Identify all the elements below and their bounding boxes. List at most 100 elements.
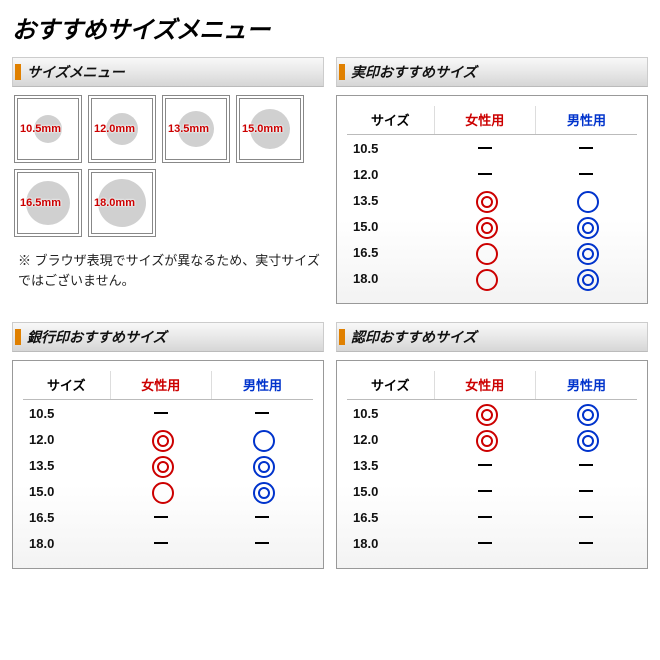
jitsuin-header: 実印おすすめサイズ xyxy=(336,57,648,87)
size-label: 10.5mm xyxy=(20,123,61,135)
jitsuin-table-wrap: サイズ 女性用 男性用 10.512.013.515.016.518.0 xyxy=(336,95,648,304)
male-cell xyxy=(536,504,638,530)
male-cell xyxy=(536,426,638,452)
size-cell: 16.5 xyxy=(23,504,110,530)
table-row: 13.5 xyxy=(23,452,313,478)
table-row: 18.0 xyxy=(347,265,637,291)
mark-single-circle-icon xyxy=(476,269,494,287)
size-cell: 12.0 xyxy=(347,161,434,187)
female-cell xyxy=(434,187,536,213)
col-male: 男性用 xyxy=(536,371,638,400)
section-title: 実印おすすめサイズ xyxy=(351,62,477,82)
size-cell: 15.0 xyxy=(347,478,434,504)
col-size: サイズ xyxy=(347,106,434,135)
size-label: 15.0mm xyxy=(242,123,283,135)
female-cell xyxy=(110,452,212,478)
size-box[interactable]: 16.5mm xyxy=(14,169,82,237)
mark-dash-icon xyxy=(476,165,494,183)
mark-double-circle-icon xyxy=(476,430,494,448)
mark-double-circle-icon xyxy=(577,243,595,261)
section-title: 銀行印おすすめサイズ xyxy=(27,327,167,347)
table-row: 12.0 xyxy=(347,426,637,452)
table-row: 12.0 xyxy=(23,426,313,452)
mark-double-circle-icon xyxy=(476,217,494,235)
table-row: 13.5 xyxy=(347,452,637,478)
mark-dash-icon xyxy=(577,508,595,526)
mark-dash-icon xyxy=(476,139,494,157)
table-row: 16.5 xyxy=(347,239,637,265)
mark-dash-icon xyxy=(253,404,271,422)
female-cell xyxy=(434,452,536,478)
accent-bar-icon xyxy=(15,329,21,345)
male-cell xyxy=(536,530,638,556)
female-cell xyxy=(110,504,212,530)
accent-bar-icon xyxy=(339,64,345,80)
size-cell: 15.0 xyxy=(23,478,110,504)
mark-dash-icon xyxy=(577,534,595,552)
col-male: 男性用 xyxy=(536,106,638,135)
table-row: 10.5 xyxy=(23,400,313,427)
size-box[interactable]: 13.5mm xyxy=(162,95,230,163)
col-size: サイズ xyxy=(23,371,110,400)
jitsuin-table: サイズ 女性用 男性用 10.512.013.515.016.518.0 xyxy=(347,106,637,291)
col-female: 女性用 xyxy=(434,371,536,400)
size-box[interactable]: 18.0mm xyxy=(88,169,156,237)
size-label: 12.0mm xyxy=(94,123,135,135)
size-cell: 10.5 xyxy=(23,400,110,427)
mitomein-header: 認印おすすめサイズ xyxy=(336,322,648,352)
female-cell xyxy=(434,530,536,556)
size-cell: 15.0 xyxy=(347,213,434,239)
size-box[interactable]: 12.0mm xyxy=(88,95,156,163)
mark-double-circle-icon xyxy=(152,430,170,448)
table-row: 15.0 xyxy=(347,478,637,504)
male-cell xyxy=(212,478,314,504)
male-cell xyxy=(536,478,638,504)
size-cell: 13.5 xyxy=(347,187,434,213)
table-row: 18.0 xyxy=(347,530,637,556)
size-box[interactable]: 10.5mm xyxy=(14,95,82,163)
size-cell: 10.5 xyxy=(347,400,434,427)
mark-dash-icon xyxy=(152,508,170,526)
mark-dash-icon xyxy=(152,534,170,552)
col-female: 女性用 xyxy=(434,106,536,135)
mark-dash-icon xyxy=(152,404,170,422)
female-cell xyxy=(110,530,212,556)
col-female: 女性用 xyxy=(110,371,212,400)
size-box[interactable]: 15.0mm xyxy=(236,95,304,163)
mark-double-circle-icon xyxy=(577,217,595,235)
size-cell: 18.0 xyxy=(347,265,434,291)
mark-dash-icon xyxy=(476,508,494,526)
female-cell xyxy=(434,400,536,427)
ginkoin-header: 銀行印おすすめサイズ xyxy=(12,322,324,352)
section-title: 認印おすすめサイズ xyxy=(351,327,477,347)
mark-dash-icon xyxy=(577,456,595,474)
size-label: 16.5mm xyxy=(20,197,61,209)
section-title: サイズメニュー xyxy=(27,62,125,82)
mark-dash-icon xyxy=(476,456,494,474)
female-cell xyxy=(434,265,536,291)
mark-double-circle-icon xyxy=(476,191,494,209)
male-cell xyxy=(536,187,638,213)
female-cell xyxy=(434,478,536,504)
mark-dash-icon xyxy=(253,508,271,526)
page-title: おすすめサイズメニュー xyxy=(12,10,648,45)
ginkoin-table: サイズ 女性用 男性用 10.512.013.515.016.518.0 xyxy=(23,371,313,556)
mark-double-circle-icon xyxy=(152,456,170,474)
size-menu-panel: サイズメニュー 10.5mm 12.0mm 13.5mm 15.0mm 16.5mm 18… xyxy=(12,57,324,304)
table-row: 16.5 xyxy=(23,504,313,530)
female-cell xyxy=(434,135,536,162)
table-row: 15.0 xyxy=(23,478,313,504)
mitomein-table: サイズ 女性用 男性用 10.512.013.515.016.518.0 xyxy=(347,371,637,556)
accent-bar-icon xyxy=(15,64,21,80)
table-row: 13.5 xyxy=(347,187,637,213)
male-cell xyxy=(212,400,314,427)
female-cell xyxy=(434,161,536,187)
table-row: 18.0 xyxy=(23,530,313,556)
size-cell: 13.5 xyxy=(347,452,434,478)
size-cell: 13.5 xyxy=(23,452,110,478)
mark-single-circle-icon xyxy=(577,191,595,209)
female-cell xyxy=(434,213,536,239)
female-cell xyxy=(110,478,212,504)
female-cell xyxy=(434,426,536,452)
male-cell xyxy=(536,213,638,239)
